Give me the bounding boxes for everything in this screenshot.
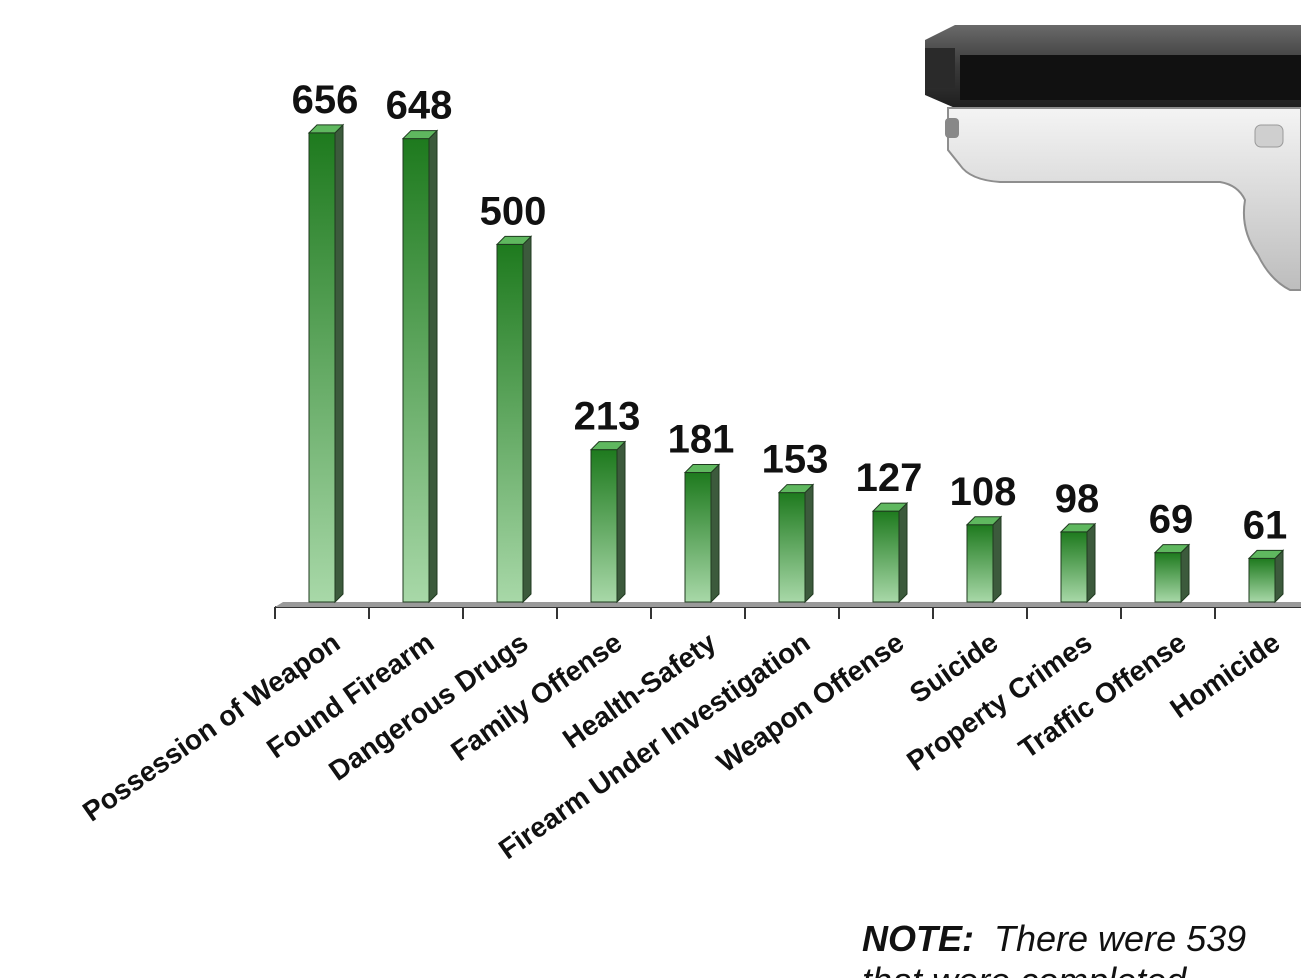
value-label: 98 [1055, 477, 1100, 521]
floor-plane [275, 602, 1301, 607]
bar [871, 501, 909, 604]
value-label: 69 [1149, 498, 1194, 542]
bar-series [307, 123, 1285, 604]
note-text-line2: that were completed [862, 960, 1186, 978]
category-label: Family Offense [445, 627, 627, 768]
bar [1247, 549, 1285, 604]
bar [307, 123, 345, 604]
note-label: NOTE: [862, 918, 974, 959]
value-label: 153 [762, 438, 829, 482]
value-label: 61 [1243, 503, 1288, 547]
bar [495, 235, 533, 604]
bar [683, 463, 721, 604]
bar [965, 515, 1003, 604]
bar [1059, 522, 1097, 604]
bar [401, 129, 439, 604]
value-label: 656 [292, 78, 359, 122]
chart-floor [275, 602, 1301, 607]
pistol-icon [925, 25, 1301, 291]
value-labels: 656 648 500 213 181 153 127 108 98 69 61 [292, 78, 1288, 548]
bar [1153, 543, 1191, 604]
value-label: 500 [480, 189, 547, 233]
value-label: 108 [950, 470, 1017, 514]
note-text: There were 539 [994, 918, 1247, 959]
value-label: 648 [386, 84, 453, 128]
bar [777, 483, 815, 604]
category-label: Traffic Offense [1013, 627, 1191, 765]
x-axis-ticks [274, 607, 1216, 619]
value-label: 181 [668, 418, 735, 462]
bar [589, 440, 627, 604]
chart-note: NOTE: There were 539 that were completed [862, 918, 1301, 978]
value-label: 213 [574, 395, 641, 439]
value-label: 127 [856, 456, 923, 500]
